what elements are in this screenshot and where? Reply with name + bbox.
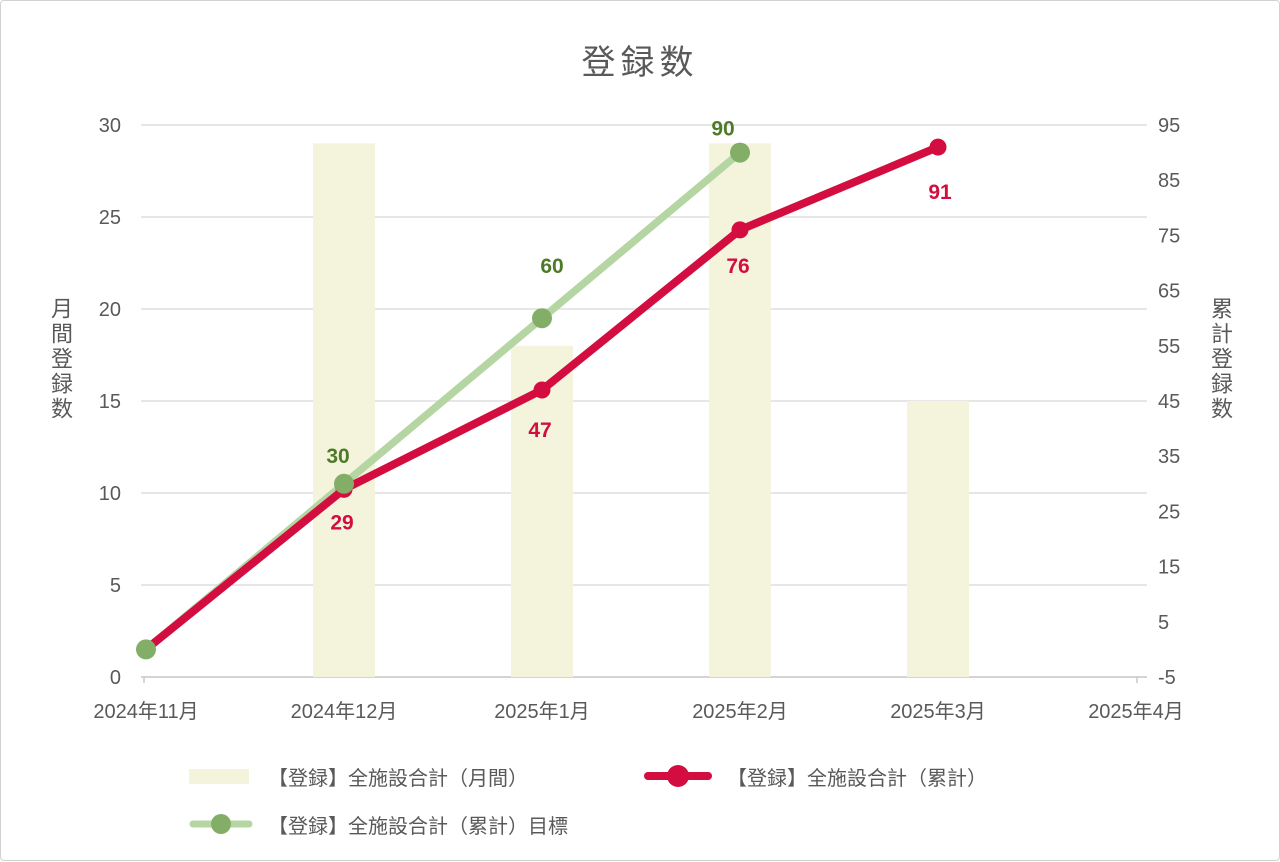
right-axis-tick-label: 45	[1158, 391, 1180, 413]
legend-red-line-marker	[644, 765, 712, 787]
data-point-marker	[533, 381, 551, 399]
right-axis-tick-label: 15	[1158, 557, 1180, 579]
right-axis-tick-label: 25	[1158, 501, 1180, 523]
right-axis-tick-label: 5	[1158, 612, 1169, 634]
data-point-marker	[136, 639, 156, 660]
left-axis-tick-label: 15	[99, 391, 121, 413]
data-label: 76	[726, 255, 749, 278]
legend-item-target: 【登録】全施設合計（累計）目標	[189, 809, 568, 839]
data-label: 60	[540, 255, 563, 278]
x-axis-label: 2025年2月	[692, 700, 788, 723]
right-axis-tick-label: 75	[1158, 225, 1180, 247]
data-label: 30	[326, 445, 349, 468]
right-axis-tick-label: 35	[1158, 446, 1180, 468]
chart-title: 登録数	[581, 44, 699, 82]
data-point-marker	[929, 138, 947, 156]
left-axis-tick-label: 0	[110, 667, 121, 689]
right-axis-tick-label: 55	[1158, 336, 1180, 358]
left-axis-tick-label: 25	[99, 207, 121, 229]
left-axis-tick-label: 30	[99, 115, 121, 137]
right-axis-tick-label: 85	[1158, 170, 1180, 192]
data-point-marker	[532, 308, 552, 329]
right-axis-tick-label: -5	[1158, 667, 1176, 689]
data-point-marker	[730, 142, 750, 163]
x-axis-label: 2025年1月	[494, 700, 590, 723]
legend-label-monthly: 【登録】全施設合計（月間）	[268, 767, 528, 790]
left-axis-title: 月間登録数	[48, 297, 73, 422]
legend-label-target: 【登録】全施設合計（累計）目標	[268, 815, 568, 838]
right-axis-title: 累計登録数	[1208, 297, 1233, 422]
data-point-marker	[334, 473, 354, 494]
data-label: 90	[711, 118, 734, 141]
legend-bar-swatch	[189, 768, 249, 784]
x-axis-label: 2024年11月	[93, 700, 198, 723]
legend-item-monthly: 【登録】全施設合計（月間）	[189, 761, 528, 791]
left-axis-tick-label: 10	[99, 483, 121, 505]
x-axis-label: 2024年12月	[291, 700, 398, 723]
bar-monthly	[907, 401, 969, 677]
right-axis-tick-label: 95	[1158, 115, 1180, 137]
legend-item-cumulative: 【登録】全施設合計（累計）	[644, 761, 987, 791]
left-axis-tick-label: 20	[99, 299, 121, 321]
legend-green-line-marker	[189, 814, 253, 834]
data-label: 29	[330, 511, 353, 534]
left-axis-tick-label: 5	[110, 575, 121, 597]
data-point-marker	[731, 221, 749, 239]
data-label: 91	[928, 181, 952, 204]
right-axis-tick-label: 65	[1158, 281, 1180, 303]
x-axis-label: 2025年4月	[1088, 700, 1184, 723]
legend-label-cumulative: 【登録】全施設合計（累計）	[727, 767, 987, 790]
data-label: 47	[528, 419, 551, 442]
x-axis-label: 2025年3月	[890, 700, 986, 723]
bar-monthly	[313, 143, 375, 677]
